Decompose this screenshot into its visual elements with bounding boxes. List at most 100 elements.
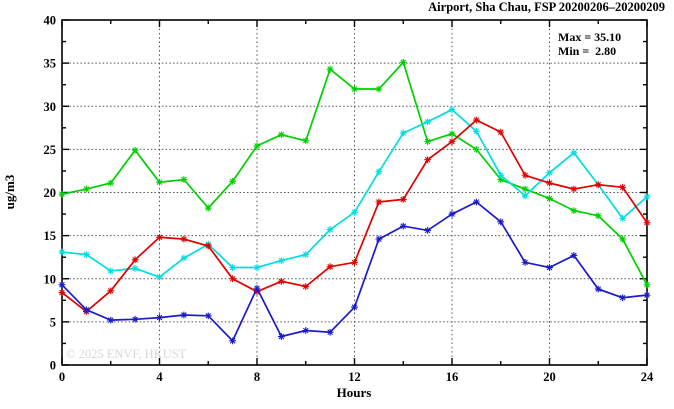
data-point-marker (131, 265, 139, 272)
data-point-marker (253, 264, 261, 271)
data-point-marker (229, 264, 237, 271)
data-point-marker (619, 183, 627, 191)
data-point-marker (521, 185, 529, 193)
data-point-marker (570, 207, 578, 215)
data-point-marker (180, 254, 188, 262)
series-green (58, 58, 651, 289)
tick-labels: 0 4 8 12 16 20 24 0 5 10 15 20 25 30 35 40 (44, 14, 655, 385)
grid-lines (62, 20, 647, 365)
data-point-marker (131, 256, 139, 264)
x-tick-label: 16 (446, 370, 459, 384)
data-point-marker (277, 333, 285, 340)
data-point-marker (424, 156, 432, 164)
y-axis-label: ug/m3 (2, 174, 17, 209)
data-point-marker (619, 214, 627, 222)
y-tick-label: 0 (50, 359, 56, 373)
data-point-marker (594, 212, 602, 220)
data-point-marker (326, 263, 334, 271)
data-point-marker (619, 235, 627, 243)
data-point-marker (424, 118, 432, 126)
series-green-markers (58, 58, 651, 289)
data-point-marker (156, 314, 163, 321)
data-point-marker (472, 145, 480, 153)
y-tick-label: 40 (44, 14, 57, 28)
data-point-marker (351, 303, 358, 311)
data-point-marker (643, 281, 651, 289)
data-point-marker (399, 196, 407, 203)
y-tick-label: 10 (44, 272, 57, 286)
x-tick-label: 24 (641, 370, 654, 384)
series-blue-markers (58, 198, 651, 345)
data-point-marker (253, 142, 261, 150)
data-point-marker (448, 138, 456, 146)
data-point-marker (594, 285, 602, 293)
data-point-marker (229, 337, 237, 345)
data-point-marker (375, 85, 383, 93)
data-point-marker (107, 316, 115, 324)
data-point-marker (497, 128, 505, 136)
data-point-marker (448, 210, 456, 218)
data-point-marker (521, 192, 529, 200)
data-point-marker (546, 169, 553, 177)
data-point-marker (180, 176, 188, 183)
data-point-marker (546, 195, 553, 202)
data-point-marker (643, 291, 651, 299)
data-point-marker (643, 193, 651, 201)
data-point-marker (497, 171, 505, 179)
data-point-marker (131, 146, 139, 154)
y-tick-label: 30 (44, 100, 57, 114)
data-point-marker (326, 226, 334, 233)
data-point-marker (131, 315, 139, 323)
data-point-marker (107, 179, 115, 187)
x-tick-label: 0 (59, 370, 65, 384)
data-point-marker (472, 127, 480, 135)
y-tick-label: 25 (44, 143, 57, 157)
series-red-markers (58, 116, 651, 315)
data-point-marker (375, 168, 383, 176)
data-point-marker (594, 181, 602, 189)
y-tick-label: 35 (44, 57, 57, 71)
max-annotation: Max = 35.10 (558, 30, 621, 44)
data-point-marker (82, 185, 90, 193)
data-point-marker (58, 289, 66, 296)
watermark: © 2025 ENVF, HKUST (66, 347, 187, 361)
y-tick-label: 5 (50, 315, 56, 329)
data-point-marker (277, 257, 285, 265)
chart-title: Airport, Sha Chau, FSP 20200206–20200209 (428, 0, 665, 14)
data-point-marker (326, 65, 334, 73)
min-annotation: Min = 2.80 (558, 44, 616, 58)
data-point-marker (497, 176, 505, 183)
data-point-marker (82, 251, 90, 258)
data-point-marker (448, 106, 456, 114)
data-point-marker (107, 287, 115, 295)
series-red (58, 116, 651, 315)
data-point-marker (399, 58, 407, 66)
data-point-marker (570, 252, 578, 259)
data-point-marker (326, 328, 334, 336)
data-point-marker (570, 149, 578, 157)
data-point-marker (107, 267, 115, 275)
series-green-line (61, 60, 648, 286)
axis-ticks (61, 19, 648, 366)
data-point-marker (546, 179, 553, 187)
data-point-marker (229, 275, 237, 283)
data-point-marker (302, 251, 310, 258)
data-point-marker (253, 288, 261, 296)
data-point-marker (156, 273, 163, 281)
data-point-marker (302, 283, 310, 290)
data-point-marker (351, 208, 358, 216)
data-point-marker (424, 138, 432, 146)
y-tick-label: 15 (44, 229, 57, 243)
data-point-marker (180, 311, 188, 319)
data-point-marker (351, 258, 358, 266)
data-point-marker (448, 130, 456, 138)
data-point-marker (204, 204, 212, 212)
data-point-marker (277, 277, 285, 285)
data-point-marker (156, 178, 163, 186)
data-point-marker (643, 219, 651, 227)
series-blue (58, 198, 651, 345)
data-point-marker (399, 129, 407, 137)
data-point-marker (253, 284, 261, 292)
x-tick-label: 4 (156, 370, 163, 384)
